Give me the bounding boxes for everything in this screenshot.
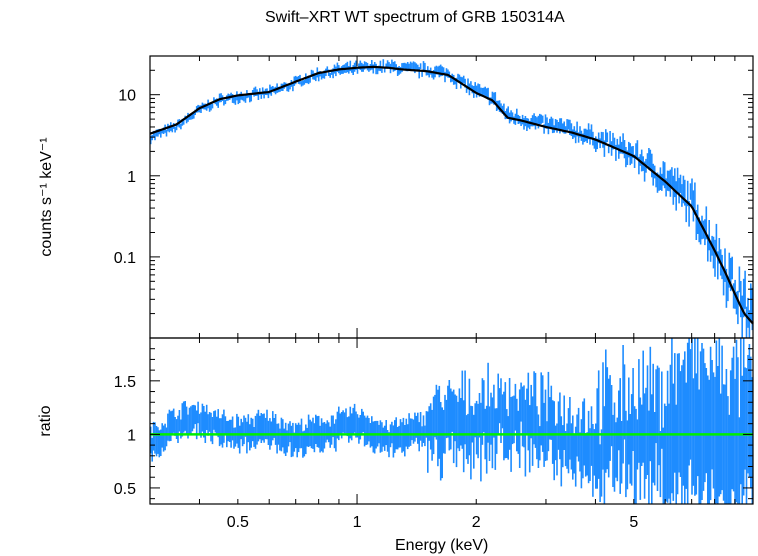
y-tick-label: 0.1 (114, 250, 136, 267)
x-tick-label: 1 (353, 514, 362, 531)
top-y-axis-label: counts s⁻¹ keV⁻¹ (38, 137, 55, 257)
y-tick-label: 0.5 (114, 481, 136, 498)
bottom-y-axis-label: ratio (37, 405, 54, 437)
chart-title: Swift–XRT WT spectrum of GRB 150314A (265, 9, 565, 26)
x-tick-label: 0.5 (227, 514, 249, 531)
y-tick-label: 10 (118, 88, 136, 105)
top-panel-marks (149, 59, 754, 338)
x-tick-label: 2 (472, 514, 481, 531)
y-tick-label: 1 (127, 427, 136, 444)
model-line (149, 65, 754, 325)
bottom-panel-marks (149, 338, 754, 504)
x-axis-label: Energy (keV) (395, 537, 489, 554)
axis-ticks: 0.5 1 2 5 10 1 0.1 1.5 1 0.5 (114, 55, 754, 531)
y-tick-label: 1 (127, 169, 136, 186)
x-tick-label: 5 (629, 514, 638, 531)
bottom-panel-frame (149, 337, 754, 505)
y-tick-label: 1.5 (114, 374, 136, 391)
